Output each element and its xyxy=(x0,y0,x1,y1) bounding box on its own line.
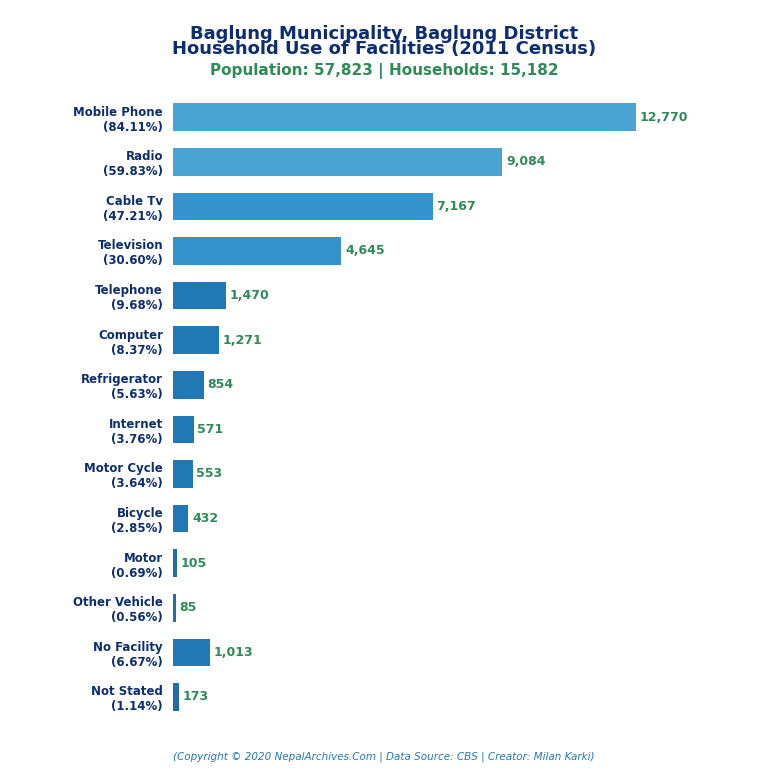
Text: Household Use of Facilities (2011 Census): Household Use of Facilities (2011 Census… xyxy=(172,40,596,58)
Bar xyxy=(173,326,219,354)
Text: 432: 432 xyxy=(192,512,218,525)
Bar xyxy=(173,594,176,621)
Text: 553: 553 xyxy=(197,468,223,481)
Text: Baglung Municipality, Baglung District: Baglung Municipality, Baglung District xyxy=(190,25,578,42)
Bar xyxy=(173,371,204,399)
Text: 4,645: 4,645 xyxy=(345,244,385,257)
Bar xyxy=(173,282,226,310)
Bar xyxy=(173,104,636,131)
Bar xyxy=(173,193,433,220)
Bar xyxy=(173,638,210,666)
Text: 105: 105 xyxy=(180,557,207,570)
Text: Population: 57,823 | Households: 15,182: Population: 57,823 | Households: 15,182 xyxy=(210,63,558,79)
Bar xyxy=(173,549,177,577)
Bar xyxy=(173,505,188,532)
Bar xyxy=(173,237,341,265)
Text: 1,271: 1,271 xyxy=(223,333,263,346)
Bar xyxy=(173,460,193,488)
Text: (Copyright © 2020 NepalArchives.Com | Data Source: CBS | Creator: Milan Karki): (Copyright © 2020 NepalArchives.Com | Da… xyxy=(174,751,594,762)
Text: 173: 173 xyxy=(183,690,209,703)
Text: 7,167: 7,167 xyxy=(436,200,476,213)
Text: 571: 571 xyxy=(197,423,223,435)
Text: 854: 854 xyxy=(207,379,233,391)
Text: 1,470: 1,470 xyxy=(230,289,270,302)
Text: 9,084: 9,084 xyxy=(506,155,545,168)
Bar xyxy=(173,148,502,176)
Text: 1,013: 1,013 xyxy=(214,646,253,659)
Bar xyxy=(173,683,179,710)
Bar xyxy=(173,415,194,443)
Text: 12,770: 12,770 xyxy=(640,111,688,124)
Text: 85: 85 xyxy=(180,601,197,614)
